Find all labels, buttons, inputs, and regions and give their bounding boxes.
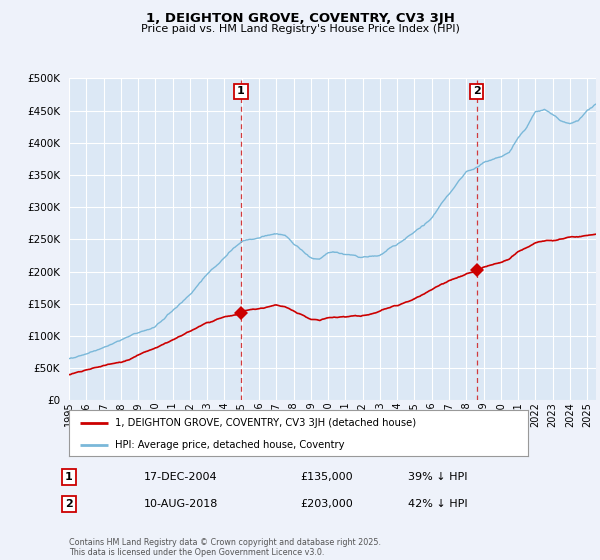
Text: £135,000: £135,000: [300, 472, 353, 482]
Text: 1: 1: [65, 472, 73, 482]
Text: HPI: Average price, detached house, Coventry: HPI: Average price, detached house, Cove…: [115, 440, 344, 450]
Text: 2: 2: [65, 499, 73, 509]
Text: 1: 1: [237, 86, 245, 96]
Text: 17-DEC-2004: 17-DEC-2004: [144, 472, 218, 482]
Text: 2: 2: [473, 86, 481, 96]
Text: 42% ↓ HPI: 42% ↓ HPI: [408, 499, 467, 509]
Text: Price paid vs. HM Land Registry's House Price Index (HPI): Price paid vs. HM Land Registry's House …: [140, 24, 460, 34]
Text: 1, DEIGHTON GROVE, COVENTRY, CV3 3JH: 1, DEIGHTON GROVE, COVENTRY, CV3 3JH: [146, 12, 454, 25]
Text: Contains HM Land Registry data © Crown copyright and database right 2025.
This d: Contains HM Land Registry data © Crown c…: [69, 538, 381, 557]
Text: £203,000: £203,000: [300, 499, 353, 509]
Text: 39% ↓ HPI: 39% ↓ HPI: [408, 472, 467, 482]
Text: 1, DEIGHTON GROVE, COVENTRY, CV3 3JH (detached house): 1, DEIGHTON GROVE, COVENTRY, CV3 3JH (de…: [115, 418, 416, 428]
Text: 10-AUG-2018: 10-AUG-2018: [144, 499, 218, 509]
